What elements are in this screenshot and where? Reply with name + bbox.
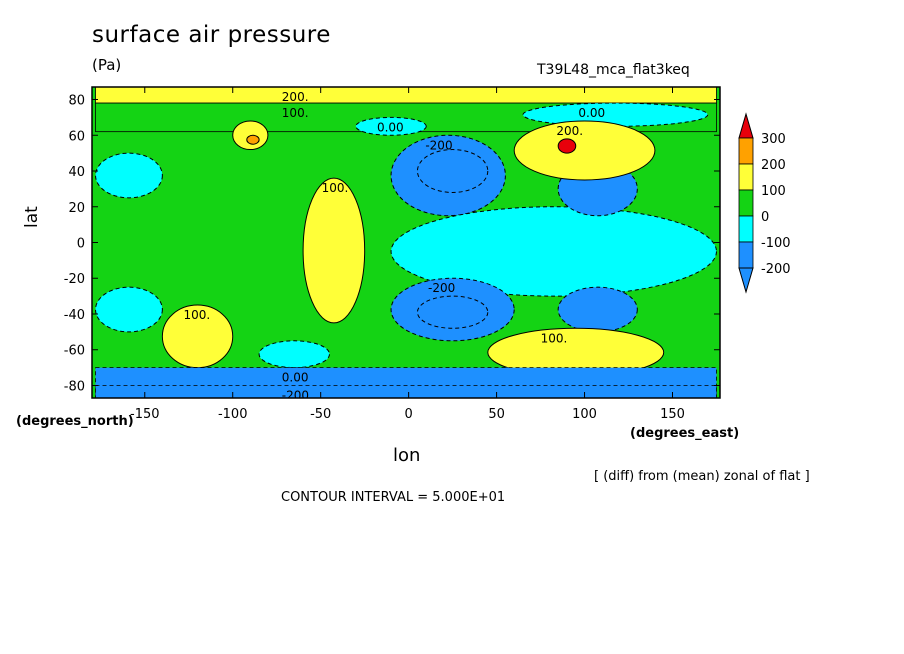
x-tick-label-6: 150 bbox=[660, 407, 685, 422]
contour-label-7: 100. bbox=[322, 181, 349, 195]
field-cell-4 bbox=[355, 116, 427, 136]
y-tick-label-3: 20 bbox=[68, 201, 85, 216]
contour-label-4: 0.00 bbox=[377, 120, 404, 134]
field-cell-16 bbox=[557, 138, 577, 154]
colorbar-label-4: -100 bbox=[761, 236, 791, 251]
units-label: (Pa) bbox=[92, 56, 122, 74]
field-cell-9 bbox=[416, 149, 489, 193]
contour-label-0: 200. bbox=[282, 90, 309, 104]
colorbar-label-0: 300 bbox=[761, 132, 786, 147]
contour-label-1: 100. bbox=[282, 106, 309, 120]
contour-label-22: -200. bbox=[282, 388, 313, 402]
field-band-0 bbox=[95, 87, 717, 104]
y-tick-label-4: 0 bbox=[77, 237, 85, 252]
field-cell-13 bbox=[416, 295, 489, 329]
contour-label-21: 0.00 bbox=[282, 371, 309, 385]
field-cell-19 bbox=[95, 286, 163, 333]
contour-label-12: -200 bbox=[428, 281, 455, 295]
x-tick-label-0: -150 bbox=[130, 407, 160, 422]
field-cell-14 bbox=[557, 286, 638, 333]
field-cell-20 bbox=[258, 340, 330, 369]
colorbar-swatch-3 bbox=[738, 189, 754, 217]
y-tick-label-7: -60 bbox=[64, 344, 85, 359]
colorbar-label-3: 0 bbox=[761, 210, 769, 225]
colorbar-swatch-5 bbox=[738, 241, 754, 269]
colorbar-swatch-2 bbox=[738, 163, 754, 191]
field-cell-15 bbox=[513, 120, 656, 181]
field-cell-10 bbox=[390, 206, 717, 297]
colorbar-swatch-1 bbox=[738, 137, 754, 165]
contour-label-5: 0.00 bbox=[578, 106, 605, 120]
y-tick-label-6: -40 bbox=[64, 308, 85, 323]
field-regions: 200. 100. 0.00 0.00 100. -200 0.00 -200 200. 100.… bbox=[95, 87, 717, 402]
x-axis-label: lon bbox=[393, 445, 421, 466]
contour-interval-label: CONTOUR INTERVAL = 5.000E+01 bbox=[281, 490, 506, 505]
field-cell-5 bbox=[522, 102, 709, 127]
colorbar-swatch-4 bbox=[738, 215, 754, 243]
y-tick-label-5: -20 bbox=[64, 272, 85, 287]
x-tick-label-2: -50 bbox=[310, 407, 331, 422]
contour-label-15: 200. bbox=[556, 124, 583, 138]
field-cell-6 bbox=[95, 152, 163, 199]
colorbar-label-2: 100 bbox=[761, 184, 786, 199]
y-tick-label-0: 80 bbox=[68, 94, 85, 109]
field-cell-3 bbox=[246, 134, 260, 145]
field-band-22 bbox=[95, 385, 717, 398]
y-unit-note: (degrees_north) bbox=[16, 414, 134, 429]
y-tick-label-2: 40 bbox=[68, 165, 85, 180]
colorbar-label-5: -200 bbox=[761, 262, 791, 277]
difference-note: [ (diff) from (mean) zonal of flat ] bbox=[594, 469, 810, 484]
field-cell-7 bbox=[302, 177, 366, 324]
colorbar-extend-bottom bbox=[738, 267, 754, 294]
x-unit-note: (degrees_east) bbox=[630, 426, 740, 441]
x-tick-label-1: -100 bbox=[218, 407, 248, 422]
colorbar-extend-top bbox=[738, 112, 754, 139]
run-id-label: T39L48_mca_flat3keq bbox=[537, 62, 690, 78]
y-tick-label-8: -80 bbox=[64, 379, 85, 394]
x-tick-label-5: 100 bbox=[572, 407, 597, 422]
contour-label-17: 100. bbox=[541, 331, 568, 345]
chart-title: surface air pressure bbox=[92, 22, 331, 48]
y-tick-label-1: 60 bbox=[68, 129, 85, 144]
contour-label-8: -200 bbox=[425, 138, 452, 152]
colorbar-label-1: 200 bbox=[761, 158, 786, 173]
contour-label-18: 100. bbox=[183, 308, 210, 322]
x-tick-label-3: 0 bbox=[404, 407, 412, 422]
x-tick-label-4: 50 bbox=[488, 407, 505, 422]
